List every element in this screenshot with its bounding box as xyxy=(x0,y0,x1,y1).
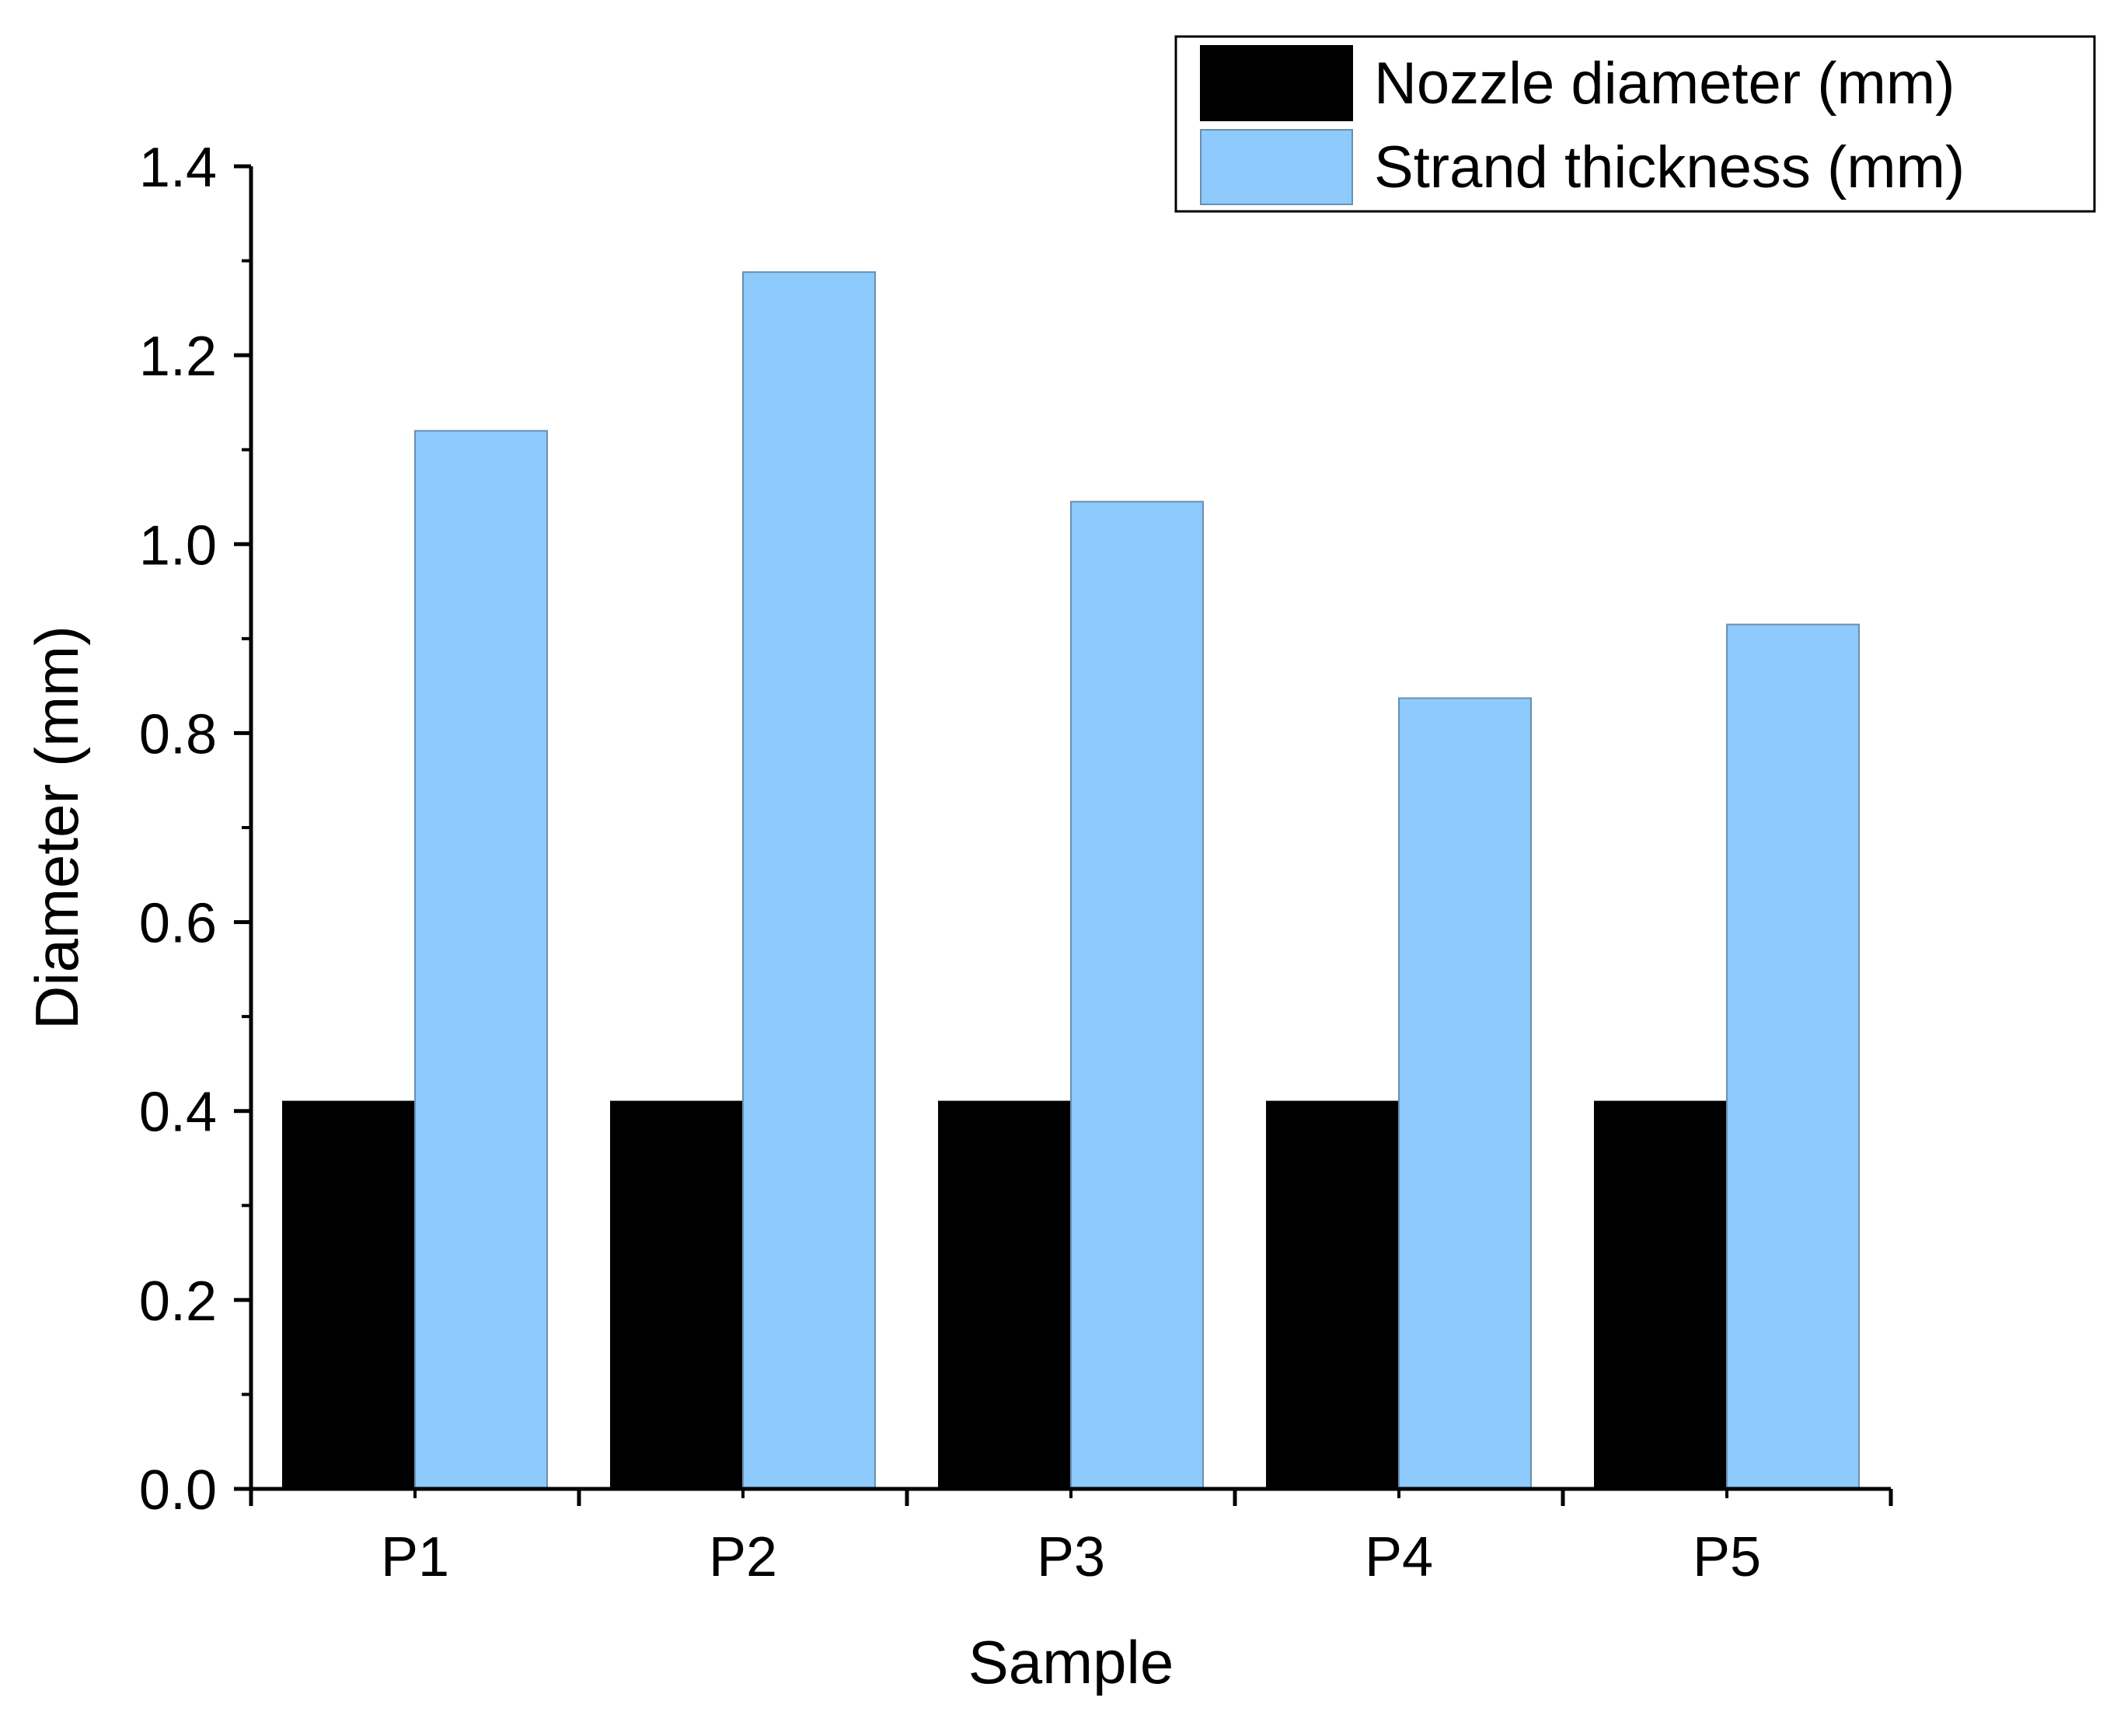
y-axis-label: Diameter (mm) xyxy=(23,626,91,1030)
y-tick-label: 1.0 xyxy=(139,514,217,577)
x-tick-label: P1 xyxy=(381,1526,449,1588)
legend-label-nozzle: Nozzle diameter (mm) xyxy=(1374,51,1955,117)
x-axis-label: Sample xyxy=(968,1628,1174,1696)
x-axis-ticks: P1 P2 P3 P4 P5 xyxy=(249,1489,1893,1588)
axes-layer: 0.0 0.2 0.4 0.6 0.8 1.0 1.2 1.4 P1 P2 P3 P4 P5 xyxy=(139,137,1893,1588)
bar-strand-p3 xyxy=(1070,500,1204,1490)
y-tick-label: 0.0 xyxy=(139,1459,217,1522)
bar-nozzle-p4 xyxy=(1266,1100,1400,1490)
x-tick-label: P3 xyxy=(1037,1526,1105,1588)
bar-nozzle-p3 xyxy=(938,1100,1072,1490)
y-tick-label: 0.4 xyxy=(139,1082,217,1144)
y-tick-label: 1.2 xyxy=(139,326,217,388)
x-tick-label: P5 xyxy=(1693,1526,1761,1588)
bar-nozzle-p1 xyxy=(282,1100,416,1490)
y-tick-label: 0.6 xyxy=(139,893,217,955)
y-tick-label: 0.8 xyxy=(139,703,217,765)
bar-strand-p4 xyxy=(1398,697,1532,1490)
bar-strand-p2 xyxy=(742,271,876,1490)
y-tick-label: 1.4 xyxy=(139,137,217,199)
legend-swatch-strand xyxy=(1200,129,1353,205)
bar-strand-p5 xyxy=(1726,623,1860,1490)
bars-layer xyxy=(282,271,1860,1490)
bar-nozzle-p5 xyxy=(1594,1100,1728,1490)
bar-nozzle-p2 xyxy=(610,1100,744,1490)
legend: Nozzle diameter (mm) Strand thickness (m… xyxy=(1174,35,2096,213)
y-tick-label: 0.2 xyxy=(139,1271,217,1333)
legend-label-strand: Strand thickness (mm) xyxy=(1374,134,1965,200)
x-tick-label: P4 xyxy=(1365,1526,1433,1588)
legend-swatch-nozzle xyxy=(1200,45,1353,121)
x-tick-label: P2 xyxy=(709,1526,777,1588)
bar-strand-p1 xyxy=(414,430,548,1490)
y-axis-ticks: 0.0 0.2 0.4 0.6 0.8 1.0 1.2 1.4 xyxy=(139,137,251,1522)
